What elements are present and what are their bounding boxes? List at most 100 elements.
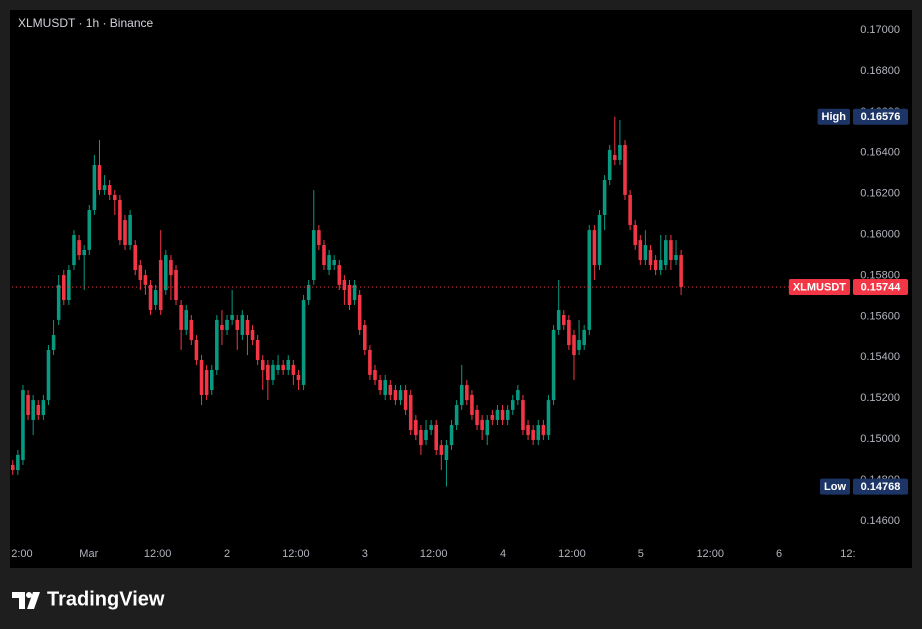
y-tick-label: 0.14600	[860, 515, 900, 527]
candle-body	[357, 294, 362, 330]
label-badge	[820, 478, 850, 495]
candle-body	[607, 149, 612, 180]
candle-body	[485, 419, 490, 436]
candle-body	[97, 165, 102, 191]
candle-body	[113, 194, 117, 201]
y-tick-label: 0.15000	[860, 433, 900, 445]
candle-body	[327, 255, 331, 270]
x-tick-label: 5	[638, 548, 644, 560]
candle-body	[633, 224, 637, 246]
x-tick-label: 12:00	[558, 548, 586, 560]
candle-body	[36, 404, 41, 416]
candle-body	[225, 319, 229, 330]
y-tick-label: 0.15400	[860, 351, 900, 363]
candle-body	[77, 240, 81, 256]
y-tick-label: 0.16200	[860, 188, 900, 200]
candle-body	[322, 245, 326, 266]
candle-body	[41, 400, 46, 416]
candle-body	[215, 319, 219, 371]
candle-body	[505, 409, 510, 420]
candle-body	[271, 364, 275, 381]
candle-body	[628, 194, 632, 225]
candle-body	[317, 230, 321, 246]
chart-title: XLMUSDT · 1h · Binance	[18, 16, 153, 30]
x-tick-label: 12:00	[144, 548, 172, 560]
label-badge-text: XLMUSDT	[793, 281, 846, 293]
candle-body	[363, 325, 367, 350]
price-badge-value: 0.16576	[861, 111, 901, 123]
candle-body	[424, 429, 428, 440]
x-tick-label: 3	[362, 548, 368, 560]
candle-body	[398, 390, 403, 401]
candle-body	[465, 384, 469, 401]
price-badge	[853, 108, 908, 125]
price-badge	[853, 278, 908, 295]
candle-body	[582, 329, 586, 346]
label-badge	[788, 278, 850, 295]
candle-body	[209, 370, 214, 391]
candle-body	[613, 155, 617, 160]
candle-body	[220, 325, 224, 330]
candle-body	[82, 249, 86, 256]
candle-body	[31, 400, 35, 420]
brand: TradingView	[47, 588, 165, 610]
candle-body	[311, 230, 316, 281]
x-tick-label: 12:00	[696, 548, 724, 560]
y-tick-label: 0.16800	[860, 65, 900, 77]
candle-body	[536, 425, 541, 440]
candle-body	[643, 245, 648, 260]
candle-body	[352, 284, 357, 301]
candle-body	[546, 400, 551, 436]
candle-body	[592, 230, 597, 266]
candle-body	[383, 380, 387, 395]
label-badge-text: High	[822, 111, 847, 123]
candle-body	[158, 259, 163, 311]
candle-body	[556, 310, 561, 330]
candle-body	[577, 339, 581, 350]
candle-body	[92, 165, 97, 211]
candle-body	[408, 394, 413, 430]
candle-body	[138, 265, 143, 281]
candle-body	[240, 314, 245, 336]
candle-body	[260, 359, 265, 371]
candle-body	[378, 380, 382, 391]
x-tick-label: 2	[224, 548, 230, 560]
tradingview-logo	[12, 592, 40, 609]
candle-body	[123, 220, 127, 246]
candle-body	[199, 359, 204, 395]
candle-body	[230, 314, 234, 320]
candle-body	[189, 319, 194, 340]
candle-body	[510, 400, 515, 410]
candle-body	[419, 429, 423, 446]
candle-body	[470, 394, 474, 416]
candle-body	[429, 425, 433, 430]
candle-body	[618, 145, 622, 160]
candle-body	[204, 370, 209, 395]
candle-body	[286, 359, 291, 371]
candle-body	[51, 335, 56, 350]
y-tick-label: 0.16400	[860, 147, 900, 159]
y-tick-label: 0.15600	[860, 310, 900, 322]
candle-body	[143, 275, 148, 285]
candle-body	[102, 185, 107, 191]
price-badge-value: 0.15744	[861, 281, 902, 293]
candle-body	[118, 200, 122, 241]
y-tick-label: 0.15200	[860, 392, 900, 404]
y-tick-label: 0.16000	[860, 229, 900, 241]
candle-body	[551, 329, 556, 401]
candle-body	[648, 249, 653, 266]
candle-body	[194, 339, 199, 360]
candle-body	[638, 240, 643, 260]
price-badge	[853, 478, 908, 495]
y-tick-label: 0.17000	[860, 24, 900, 36]
candle-body	[674, 255, 678, 260]
candle-body	[255, 339, 260, 360]
candle-body	[572, 335, 576, 356]
candle-body	[164, 255, 168, 291]
candle-body	[128, 214, 132, 246]
candle-body	[414, 419, 418, 436]
candle-body	[306, 284, 311, 301]
price-badge-value: 0.14768	[861, 481, 901, 493]
label-badge-text: Low	[824, 481, 846, 493]
